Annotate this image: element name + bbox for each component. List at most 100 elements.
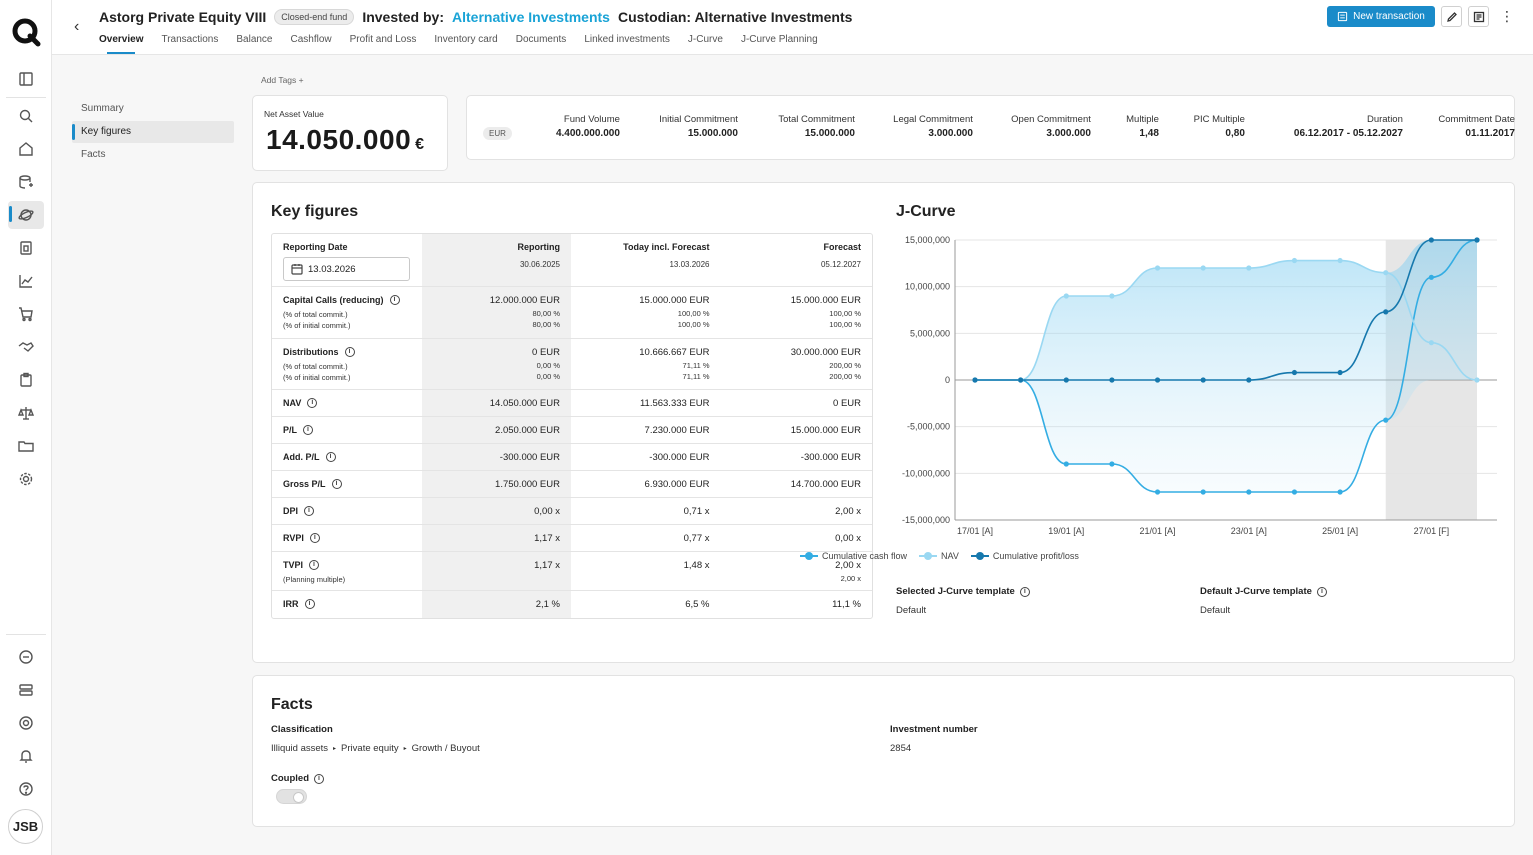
investments-icon[interactable] (8, 201, 44, 229)
info-icon[interactable]: i (309, 533, 320, 543)
clipboard-icon[interactable] (16, 370, 36, 390)
metric-open-commitment: Open Commitment 3.000.000 (973, 114, 1091, 139)
metric-multiple: Multiple 1,48 (1091, 114, 1159, 139)
legend-cumulative-profit-loss[interactable]: Cumulative profit/loss (970, 551, 1079, 561)
pencil-icon (1446, 11, 1457, 22)
reporting-date-value: 13.03.2026 (308, 263, 356, 275)
y-tick-label: 10,000,000 (905, 282, 950, 292)
legend-nav[interactable]: NAV (919, 551, 959, 561)
cell-value: 0,71 x (683, 506, 710, 517)
cell-value: 0,00 % (536, 372, 560, 381)
database-icon[interactable] (16, 172, 36, 192)
data-point (1200, 377, 1206, 383)
edit-button[interactable] (1441, 6, 1462, 27)
info-icon[interactable]: i (1019, 586, 1030, 597)
report-button[interactable] (1468, 6, 1489, 27)
tab-profit-and-loss[interactable]: Profit and Loss (349, 34, 417, 45)
info-icon[interactable]: i (314, 773, 324, 784)
sidebar-toggle-icon[interactable] (16, 69, 36, 89)
data-point (1428, 274, 1434, 280)
more-options-icon[interactable]: ⋮ (1500, 8, 1514, 24)
classification-item: Illiquid assets (271, 743, 329, 754)
home-icon[interactable] (16, 139, 36, 159)
cell-value: 15.000.000 EUR (639, 295, 710, 306)
tab-overview[interactable]: Overview (99, 34, 152, 54)
nav-label: Net Asset Value (264, 109, 324, 119)
cell-value: 200,00 % (829, 361, 861, 370)
x-tick-label: 27/01 [F] (1414, 526, 1450, 536)
j-curve-chart: 15,000,000 10,000,000 5,000,000 0 -5,000,000… (902, 235, 1497, 536)
section-nav-facts[interactable]: Facts (81, 149, 106, 160)
tab-cashflow[interactable]: Cashflow (290, 34, 332, 45)
default-template-value: Default (1200, 605, 1231, 616)
metric-fund-volume: Fund Volume 4.400.000.000 (520, 114, 620, 139)
info-icon[interactable]: i (331, 479, 342, 489)
row-label-cell: RVPI i (272, 525, 422, 551)
new-transaction-button[interactable]: New transaction (1327, 6, 1435, 27)
y-tick-label: 15,000,000 (905, 235, 950, 245)
back-arrow-icon[interactable]: ‹ (74, 18, 80, 35)
section-nav-summary[interactable]: Summary (81, 103, 124, 114)
cell-value: 0 EUR (532, 347, 560, 358)
selected-template-value: Default (896, 605, 927, 616)
info-icon[interactable]: i (1316, 586, 1327, 597)
info-icon[interactable]: i (309, 560, 320, 570)
reports-icon[interactable] (16, 238, 36, 258)
user-avatar[interactable]: JSB (8, 809, 43, 844)
table-row: P/L i 2.050.000 EUR 7.230.000 EUR 15.000.000… (272, 417, 872, 444)
tab-inventory-card[interactable]: Inventory card (434, 34, 498, 45)
column-header-name: Reporting (517, 242, 561, 252)
tab-balance[interactable]: Balance (236, 34, 273, 45)
info-icon[interactable]: i (344, 347, 355, 357)
tab-transactions[interactable]: Transactions (161, 34, 219, 45)
server-icon[interactable] (16, 680, 36, 700)
metric-label: Fund Volume (563, 114, 620, 125)
add-tags-button[interactable]: Add Tags + (261, 75, 304, 85)
j-curve-area (975, 240, 1477, 492)
coupled-toggle[interactable] (276, 789, 307, 804)
info-icon[interactable]: i (304, 506, 315, 516)
chat-icon[interactable] (16, 647, 36, 667)
invested-by-link[interactable]: Alternative Investments (452, 9, 610, 25)
tab-j-curve[interactable]: J-Curve (687, 34, 723, 45)
tab-documents[interactable]: Documents (515, 34, 567, 45)
table-cell: 30.000.000 EUR 200,00 % 200,00 % (721, 339, 873, 389)
info-icon[interactable]: i (304, 599, 315, 609)
metric-initial-commitment: Initial Commitment 15.000.000 (620, 114, 738, 139)
folder-icon[interactable] (16, 436, 36, 456)
cell-value: 10.666.667 EUR (639, 347, 710, 358)
cell-value: 100,00 % (677, 320, 710, 329)
info-icon[interactable]: i (307, 398, 318, 408)
global-search-icon[interactable] (16, 713, 36, 733)
bell-icon[interactable] (16, 746, 36, 766)
metric-value: 15.000.000 (804, 128, 855, 139)
cart-icon[interactable] (16, 304, 36, 324)
reporting-date-input[interactable]: 13.03.2026 (283, 257, 410, 281)
scales-icon[interactable] (16, 403, 36, 423)
chart-icon[interactable] (16, 271, 36, 291)
info-icon[interactable]: i (389, 295, 400, 305)
classification-path: Illiquid assets ▸ Private equity ▸ Growth … (271, 743, 480, 754)
data-point (1291, 257, 1298, 264)
key-figures-card: Key figures Reporting Date 13.03.2026 Re… (252, 182, 1515, 663)
cell-value: 1.750.000 EUR (495, 479, 560, 490)
legend-marker (800, 552, 818, 560)
settings-icon[interactable] (16, 469, 36, 489)
help-icon[interactable] (16, 779, 36, 799)
selected-template-label: Selected J-Curve template i (896, 586, 1030, 597)
info-icon[interactable]: i (303, 425, 314, 435)
legend-cumulative-cash-flow[interactable]: Cumulative cash flow (800, 551, 907, 561)
handshake-icon[interactable] (16, 337, 36, 357)
tab-linked-investments[interactable]: Linked investments (584, 34, 670, 45)
table-row: Distributions i (% of total commit.) (% of … (272, 339, 872, 390)
row-sublabels: (% of total commit.) (% of initial commit… (283, 309, 422, 331)
cell-value: 2,00 x (835, 560, 861, 571)
info-icon[interactable]: i (325, 452, 336, 462)
section-nav-key-figures[interactable]: Key figures (72, 121, 234, 143)
metrics-card: EUR Fund Volume 4.400.000.000 Initial Com… (466, 95, 1515, 160)
nav-card: Net Asset Value 14.050.000 € (252, 95, 448, 171)
tab-j-curve-planning[interactable]: J-Curve Planning (740, 34, 818, 45)
app-logo-icon[interactable] (11, 17, 41, 47)
search-icon[interactable] (16, 106, 36, 126)
cell-value: -300.000 EUR (499, 452, 560, 463)
